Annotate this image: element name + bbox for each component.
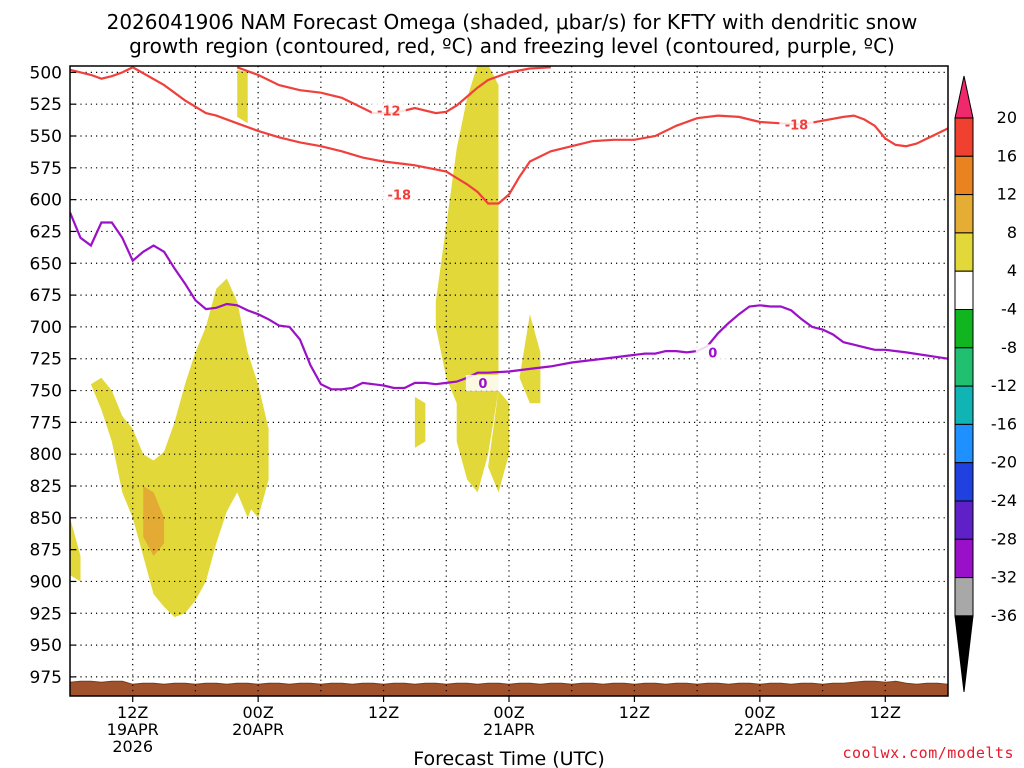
omega-region-0-7	[519, 314, 541, 404]
colorbar-segment-3	[954, 232, 974, 272]
colorbar-label-13: -36	[991, 606, 1017, 625]
omega-region-0-2	[237, 416, 259, 518]
colorbar-segment-8	[954, 423, 974, 464]
y-tick-label-575: 575	[30, 159, 62, 179]
colorbar-segment-1	[954, 155, 974, 196]
contour-label-bg-3	[465, 374, 500, 391]
y-tick-label-625: 625	[30, 222, 62, 242]
x-tick-label-5-0: 00Z	[744, 703, 775, 722]
contour-label-2: -12	[377, 105, 401, 120]
y-tick-label-525: 525	[30, 95, 62, 115]
x-tick-label-1-1: 20APR	[232, 720, 284, 739]
contour-line-1	[236, 66, 551, 115]
colorbar-segment-7	[954, 385, 974, 425]
contour-label-bg-4	[695, 344, 730, 361]
x-tick-label-3-1: 21APR	[483, 720, 535, 739]
y-tick-label-975: 975	[30, 668, 62, 688]
colorbar-segment-6	[954, 347, 974, 387]
y-tick-label-600: 600	[30, 191, 62, 211]
y-tick-label-775: 775	[30, 413, 62, 433]
chart-title-line-1: 2026041906 NAM Forecast Omega (shaded, μ…	[106, 10, 918, 34]
x-tick-label-1-0: 00Z	[242, 703, 273, 722]
colorbar-label-10: -24	[991, 491, 1017, 510]
colorbar-segment-10	[954, 500, 974, 540]
colorbar-label-0: 20	[997, 108, 1017, 127]
y-tick-label-675: 675	[30, 286, 62, 306]
x-tick-label-0-1: 19APR	[107, 720, 159, 739]
colorbar-label-8: -16	[991, 414, 1017, 433]
x-tick-label-4-0: 12Z	[619, 703, 650, 722]
contour-line-2	[70, 211, 948, 391]
colorbar-label-9: -20	[991, 453, 1017, 472]
contour-label-bg-0	[382, 186, 417, 203]
omega-region-0-3	[237, 69, 248, 124]
x-tick-label-2-0: 12Z	[368, 703, 399, 722]
y-tick-label-725: 725	[30, 350, 62, 370]
colorbar-segment-12	[954, 577, 974, 617]
colorbar-segment-9	[954, 462, 974, 502]
chart-title-line-2: growth region (contoured, red, ºC) and f…	[129, 34, 895, 58]
omega-region-0-0	[90, 278, 269, 618]
omega-region-1-0	[143, 486, 165, 556]
colorbar-segment-5	[954, 309, 974, 349]
x-tick-label-5-1: 22APR	[734, 720, 786, 739]
contour-line-0	[70, 66, 948, 205]
colorbar-bottom-triangle	[954, 615, 974, 693]
colorbar-label-4: 4	[1007, 261, 1017, 280]
y-tick-label-875: 875	[30, 541, 62, 561]
y-tick-label-700: 700	[30, 318, 62, 338]
colorbar-segment-11	[954, 538, 974, 579]
contour-label-1: -18	[785, 119, 809, 134]
omega-region-0-6	[488, 390, 509, 493]
contour-label-4: 0	[708, 346, 717, 361]
colorbar-label-1: 16	[997, 146, 1017, 165]
colorbar-label-6: -8	[1001, 338, 1017, 357]
colorbar-top-triangle	[954, 75, 974, 119]
y-tick-label-900: 900	[30, 572, 62, 592]
contour-label-3: 0	[478, 377, 487, 392]
colorbar-segment-0	[954, 117, 974, 157]
colorbar-segment-2	[954, 194, 974, 234]
colorbar-label-7: -12	[991, 376, 1017, 395]
colorbar-segment-4	[954, 270, 974, 311]
x-axis-title: Forecast Time (UTC)	[413, 748, 604, 768]
colorbar-label-2: 12	[997, 185, 1017, 204]
colorbar-label-3: 8	[1007, 223, 1017, 242]
colorbar-label-5: -4	[1001, 300, 1017, 319]
x-tick-label-3-0: 00Z	[493, 703, 524, 722]
y-tick-label-950: 950	[30, 636, 62, 656]
y-tick-label-825: 825	[30, 477, 62, 497]
colorbar-label-12: -32	[991, 568, 1017, 587]
x-tick-label-0-0: 12Z	[117, 703, 148, 722]
y-tick-label-800: 800	[30, 445, 62, 465]
y-tick-label-550: 550	[30, 127, 62, 147]
colorbar-label-11: -28	[991, 529, 1017, 548]
contour-label-0: -18	[388, 189, 412, 204]
omega-region-0-5	[435, 66, 499, 493]
y-tick-label-650: 650	[30, 254, 62, 274]
y-tick-label-850: 850	[30, 509, 62, 529]
contour-label-bg-1	[779, 116, 814, 133]
x-tick-label-6-0: 12Z	[870, 703, 901, 722]
omega-region-0-4	[414, 396, 426, 448]
contour-label-bg-2	[371, 102, 406, 119]
terrain-surface	[69, 680, 949, 697]
y-tick-label-750: 750	[30, 382, 62, 402]
credit-link[interactable]: coolwx.com/modelts	[842, 744, 1014, 762]
x-tick-label-0-2: 2026	[112, 737, 153, 756]
y-tick-label-500: 500	[30, 63, 62, 83]
y-tick-label-925: 925	[30, 604, 62, 624]
